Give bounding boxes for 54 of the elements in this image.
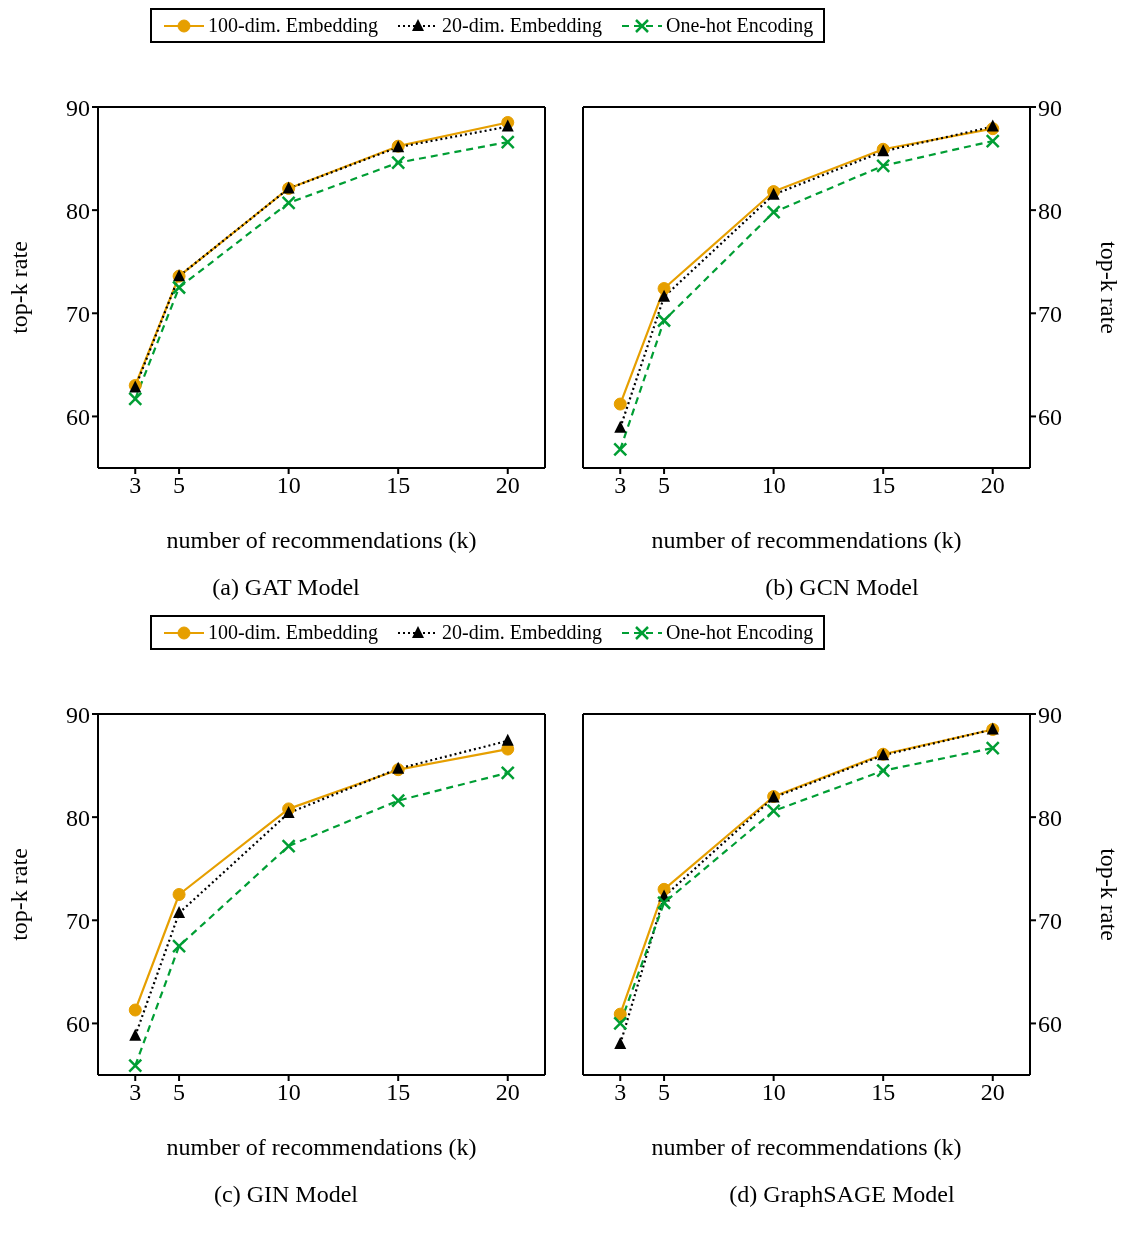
x-tick-label: 10	[761, 472, 786, 499]
y-axis-title: top-k rate	[5, 241, 32, 334]
x-tick-label: 10	[761, 1079, 786, 1106]
y2-tick-label: 90	[1038, 94, 1062, 121]
legend-label: 100-dim. Embedding	[207, 14, 378, 37]
x-tick-label: 20	[980, 472, 1005, 499]
y2-axis-title: top-k rate	[1096, 241, 1123, 334]
x-tick-label: 3	[614, 1079, 627, 1106]
y-tick-label: 90	[66, 94, 90, 121]
y2-tick-label: 70	[1038, 907, 1062, 934]
x-tick-label: 3	[129, 1079, 142, 1106]
x-tick-label: 5	[658, 1079, 671, 1106]
text: (d) GraphSAGE Model	[728, 1181, 956, 1208]
x-tick-label: 15	[386, 1079, 411, 1106]
x-tick-label: 20	[495, 1079, 520, 1106]
y2-tick-label: 80	[1038, 804, 1062, 831]
y-tick-label: 70	[66, 300, 90, 327]
x-tick-label: 15	[386, 472, 411, 499]
x-axis-title: number of recommendations (k)	[166, 527, 477, 553]
x-tick-label: 5	[658, 472, 671, 499]
x-tick-label: 10	[276, 1079, 301, 1106]
y2-tick-label: 70	[1038, 300, 1062, 327]
legend-label: 20-dim. Embedding	[441, 621, 602, 644]
legend-label: 20-dim. Embedding	[441, 14, 602, 37]
x-tick-label: 20	[980, 1079, 1005, 1106]
y2-tick-label: 60	[1038, 403, 1062, 430]
y-tick-label: 90	[66, 701, 90, 728]
x-axis-title: number of recommendations (k)	[651, 527, 962, 553]
x-tick-label: 20	[495, 472, 520, 499]
legend-label: One-hot Encoding	[664, 621, 814, 644]
x-tick-label: 3	[614, 472, 627, 499]
y-tick-label: 70	[66, 907, 90, 934]
x-axis-title: number of recommendations (k)	[166, 1134, 477, 1160]
y-axis-title: top-k rate	[5, 848, 32, 941]
x-tick-label: 5	[173, 472, 186, 499]
y2-tick-label: 80	[1038, 197, 1062, 224]
y2-axis-title: top-k rate	[1096, 848, 1123, 941]
x-tick-label: 10	[276, 472, 301, 499]
text: (a) GAT Model	[211, 574, 361, 601]
y-tick-label: 60	[66, 1010, 90, 1037]
legend-label: 100-dim. Embedding	[207, 621, 378, 644]
x-tick-label: 15	[871, 1079, 896, 1106]
text: (b) GCN Model	[764, 574, 920, 601]
y2-tick-label: 90	[1038, 701, 1062, 728]
y2-tick-label: 60	[1038, 1010, 1062, 1037]
y-tick-label: 80	[66, 197, 90, 224]
legend-label: One-hot Encoding	[664, 14, 814, 37]
x-tick-label: 3	[129, 472, 142, 499]
y-tick-label: 60	[66, 403, 90, 430]
x-tick-label: 15	[871, 472, 896, 499]
text: (c) GIN Model	[213, 1181, 359, 1208]
x-tick-label: 5	[173, 1079, 186, 1106]
x-axis-title: number of recommendations (k)	[651, 1134, 962, 1160]
y-tick-label: 80	[66, 804, 90, 831]
